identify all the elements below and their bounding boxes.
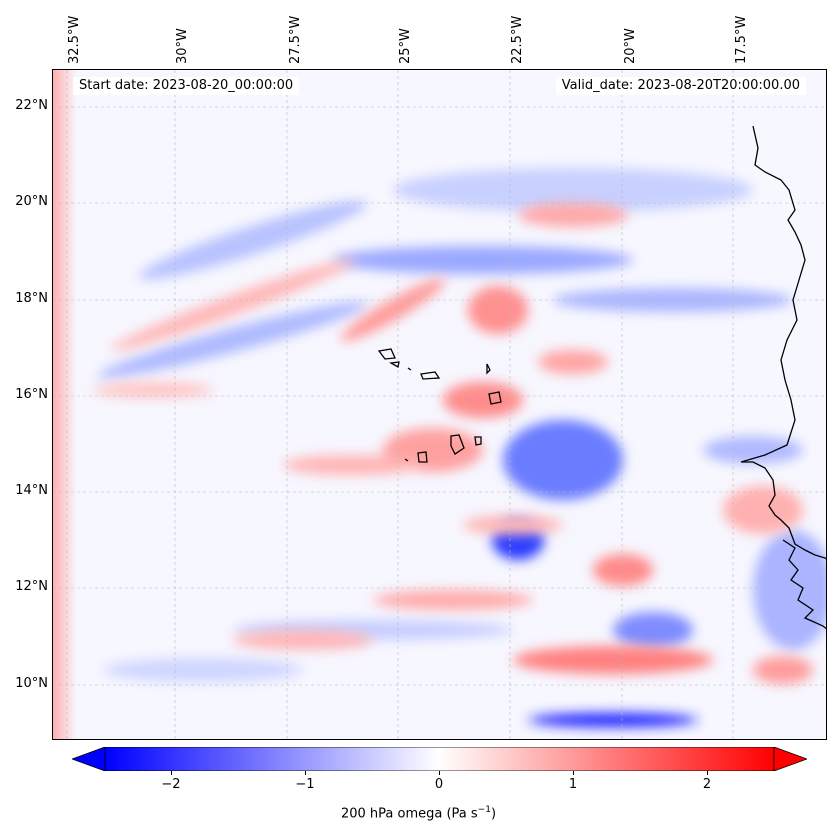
cb-tick-label: 0 (434, 777, 444, 792)
cb-tickmark (439, 771, 440, 775)
colorbar-body (104, 747, 775, 771)
valid-date-label: Valid_date: 2023-08-20T20:00:00.00 (555, 77, 806, 95)
cb-tick-label: −1 (295, 777, 315, 792)
lat-label-22n: 22°N (15, 98, 48, 113)
cb-tickmark (707, 771, 708, 775)
lat-label-20n: 20°N (15, 194, 48, 209)
lat-label-18n: 18°N (15, 291, 48, 306)
colorbar (72, 747, 807, 771)
cb-tick-label: −2 (161, 777, 181, 792)
start-date-label: Start date: 2023-08-20_00:00:00 (73, 77, 300, 95)
field-background (53, 70, 826, 739)
cb-tickmark (171, 771, 172, 775)
coast-guinea (782, 539, 826, 630)
cb-tickmark (305, 771, 306, 775)
lon-label-30w: 30°W (175, 28, 190, 64)
lon-label-25w: 25°W (398, 28, 413, 64)
lon-label-17-5w: 17.5°W (734, 15, 749, 64)
lon-label-22-5w: 22.5°W (510, 15, 525, 64)
cb-tick-label: 2 (702, 777, 712, 792)
graticule (53, 70, 826, 739)
lat-label-12n: 12°N (15, 579, 48, 594)
colorbar-extend-high (773, 747, 807, 771)
west-boundary-band (53, 70, 77, 739)
lon-label-20w: 20°W (623, 28, 638, 64)
lat-label-16n: 16°N (15, 387, 48, 402)
colorbar-label: 200 hPa omega (Pa s−1) (340, 805, 497, 822)
lon-label-32-5w: 32.5°W (67, 15, 82, 64)
cape-verde-islands (377, 348, 502, 463)
lon-label-27-5w: 27.5°W (288, 15, 303, 64)
red-features (93, 203, 813, 684)
africa-coastline (740, 125, 826, 560)
lat-label-10n: 10°N (15, 676, 48, 691)
omega-field (53, 70, 826, 739)
lat-label-14n: 14°N (15, 483, 48, 498)
cb-tickmark (573, 771, 574, 775)
colorbar-extend-low (72, 747, 106, 771)
omega-map-panel: Start date: 2023-08-20_00:00:00 Valid_da… (52, 69, 827, 740)
cb-tick-label: 1 (568, 777, 578, 792)
